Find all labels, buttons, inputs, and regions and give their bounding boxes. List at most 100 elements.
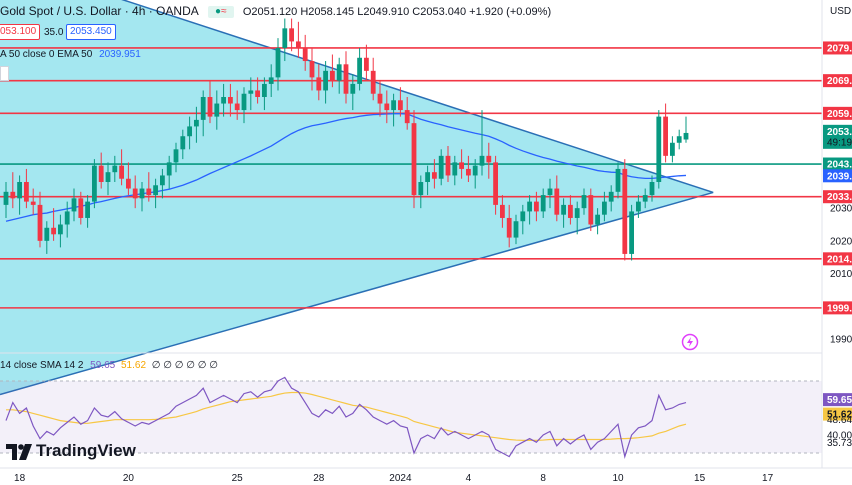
time-tick-label-2: 25 <box>232 473 244 484</box>
rsi-tick-label-2: 48.64 <box>827 415 852 426</box>
candle-82 <box>561 198 566 228</box>
time-tick-label-4: 2024 <box>389 473 412 484</box>
candle-62 <box>425 165 430 196</box>
candle-body-10 <box>71 198 77 212</box>
approx-icon: ≈ <box>221 6 227 18</box>
candle-55 <box>377 80 383 117</box>
price-tick-3: 2053.49:19 <box>823 124 852 149</box>
sell-button[interactable]: 053.100 <box>0 24 41 40</box>
ema-indicator-label[interactable]: A 50 close 0 EMA 50 <box>0 49 93 60</box>
time-tick-label-5: 4 <box>466 473 472 484</box>
candle-body-98 <box>670 142 675 156</box>
market-status-badge[interactable]: ●≈ <box>207 6 234 19</box>
price-tick-label-7: 2030. <box>830 204 852 215</box>
rsi-tag-label-0: 59.65 <box>827 395 852 406</box>
candle-body-24 <box>166 162 172 176</box>
candle-79 <box>540 188 546 218</box>
candle-body-2 <box>17 182 22 199</box>
candle-100 <box>683 116 689 143</box>
lightning-icon[interactable] <box>681 333 699 351</box>
price-tick-1: 2069. <box>823 74 852 88</box>
candle-body-62 <box>425 172 430 182</box>
candle-body-91 <box>622 168 628 254</box>
candle-3 <box>24 168 29 209</box>
candle-35 <box>241 87 247 124</box>
candle-body-95 <box>649 182 655 196</box>
candle-28 <box>194 106 199 143</box>
price-tag-bg-3 <box>823 124 852 149</box>
collapse-legend-button[interactable] <box>0 66 9 81</box>
candle-body-43 <box>296 41 301 48</box>
candle-1 <box>10 172 16 209</box>
candle-body-34 <box>234 103 240 111</box>
candle-body-15 <box>105 172 111 182</box>
candle-94 <box>642 188 648 209</box>
candle-17 <box>119 149 124 186</box>
time-tick-label-9: 17 <box>762 473 774 484</box>
tradingview-brand[interactable]: TradingView <box>36 441 136 460</box>
candle-49 <box>336 57 342 94</box>
buy-button[interactable]: 2053.450 <box>66 24 116 40</box>
candle-body-84 <box>574 208 580 218</box>
price-tick-7: 2030. <box>830 204 852 215</box>
candle-45 <box>309 47 315 91</box>
candle-body-56 <box>384 103 390 111</box>
rsi-tick-3: 40.00 <box>827 431 852 442</box>
symbol-title[interactable]: Gold Spot / U.S. Dollar · 4h · OANDA <box>0 4 199 18</box>
candle-60 <box>411 110 417 209</box>
candle-68 <box>466 155 471 182</box>
candle-83 <box>568 195 573 225</box>
candle-64 <box>438 149 444 186</box>
candle-body-52 <box>357 57 362 84</box>
price-tick-0: 2079. <box>823 41 852 55</box>
candle-18 <box>126 162 131 196</box>
triangle-lower-line <box>0 191 714 396</box>
candle-92 <box>629 204 634 261</box>
candle-99 <box>676 129 682 150</box>
rsi-sma-value: 51.62 <box>120 360 147 371</box>
price-tick-label-10: 2010. <box>830 269 852 280</box>
candle-76 <box>520 204 526 235</box>
candle-74 <box>506 204 512 248</box>
candle-20 <box>139 182 145 212</box>
candle-72 <box>493 155 498 215</box>
candle-88 <box>602 191 607 222</box>
candle-59 <box>404 97 410 130</box>
candle-body-76 <box>520 211 526 222</box>
price-tick-4: 2043. <box>823 157 852 171</box>
candle-body-89 <box>608 191 614 202</box>
candle-43 <box>296 21 301 58</box>
price-tag-label-0: 2079. <box>827 43 852 54</box>
candle-body-8 <box>58 224 63 235</box>
candle-47 <box>323 61 328 104</box>
candle-37 <box>255 77 260 104</box>
rsi-line <box>5 376 687 459</box>
candle-0 <box>3 182 9 218</box>
price-tick-8: 2020. <box>830 236 852 247</box>
ema-indicator-value: 2039.951 <box>99 49 141 60</box>
price-tick-6: 2033. <box>823 190 852 204</box>
candle-10 <box>71 188 77 222</box>
rsi-indicator-label[interactable]: 14 close SMA 14 2 <box>0 360 84 371</box>
candle-body-90 <box>615 168 621 192</box>
candle-61 <box>418 175 424 209</box>
price-tag-label-4: 2043. <box>827 160 852 171</box>
candle-body-44 <box>302 47 308 62</box>
price-tag-bg-4 <box>823 157 852 171</box>
ohlc-readout: O2051.120 H2058.145 L2049.910 C2053.040 … <box>242 6 552 18</box>
candle-body-12 <box>85 201 90 218</box>
candle-body-41 <box>282 28 288 48</box>
price-tag-bg-5 <box>823 169 852 183</box>
rsi-sma-line <box>6 391 687 441</box>
candle-body-37 <box>255 90 260 97</box>
candle-81 <box>554 175 560 222</box>
candle-80 <box>547 178 553 209</box>
candle-14 <box>98 152 104 189</box>
price-tick-label-8: 2020. <box>830 236 852 247</box>
candle-86 <box>588 188 594 232</box>
rsi-tag-label-1: 51.62 <box>827 410 852 421</box>
price-axis: 2079. 2069. 2059. 2053.49:19 2043.2039. 2033.… <box>823 41 852 345</box>
candle-body-1 <box>10 191 16 199</box>
